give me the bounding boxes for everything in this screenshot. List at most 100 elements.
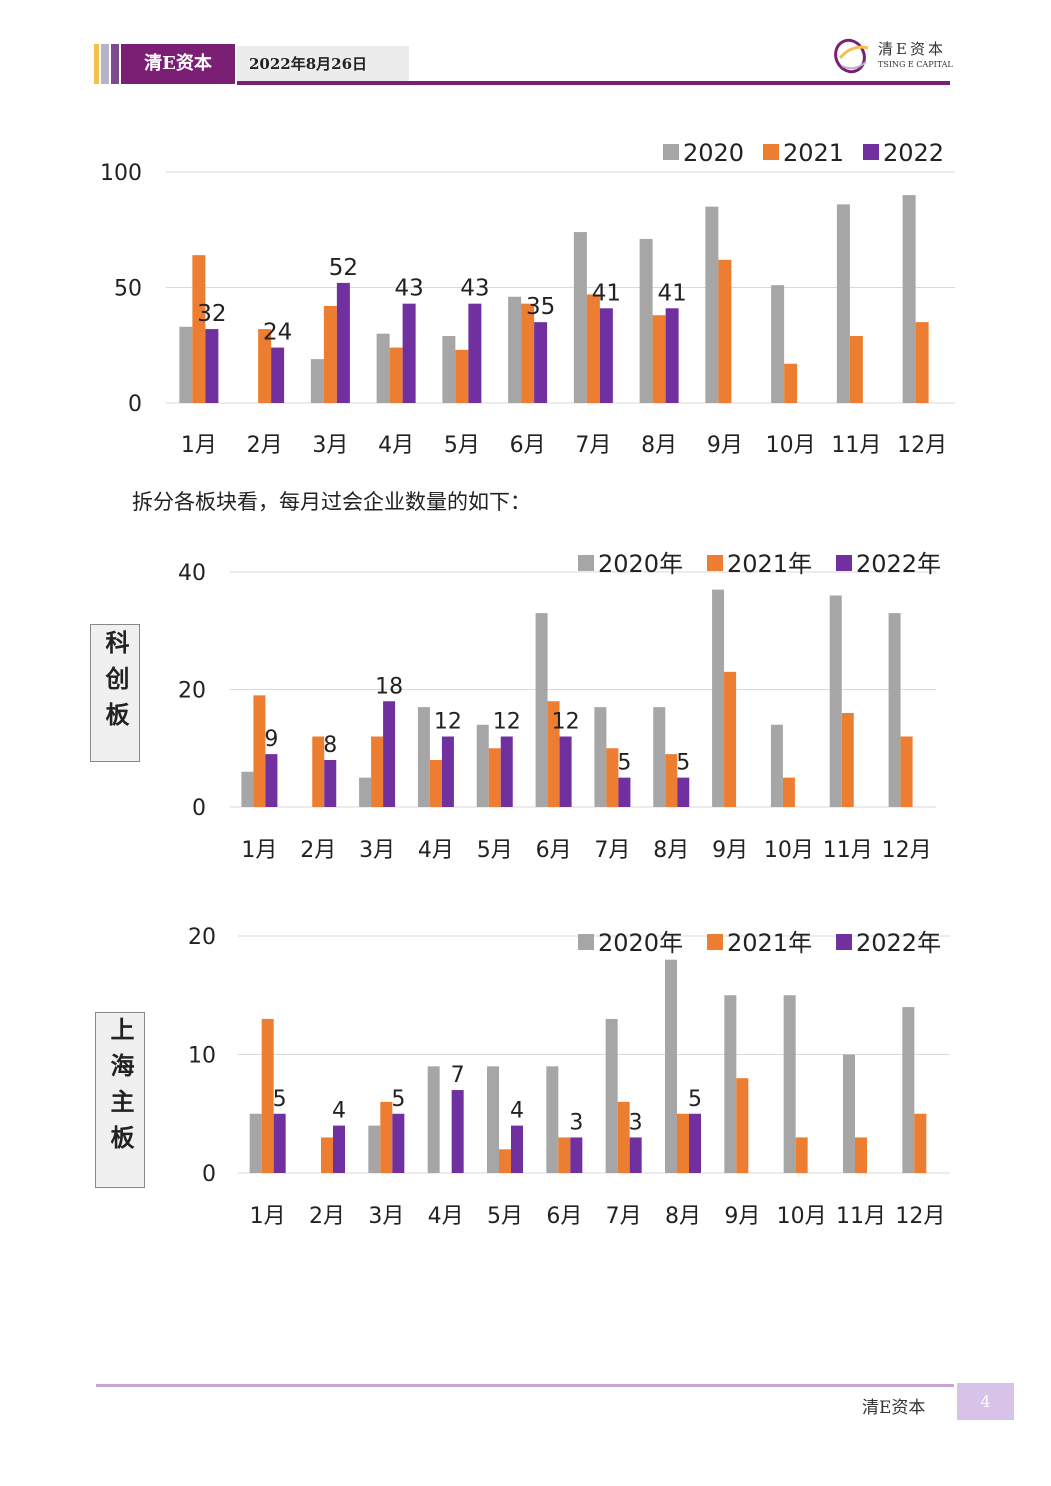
bar-2020年-11月 xyxy=(829,595,842,807)
bar-2020年-7月 xyxy=(605,1018,618,1173)
bar-2022年-5月 xyxy=(500,736,513,807)
x-tick-label: 2月 xyxy=(300,838,336,863)
data-label: 41 xyxy=(657,280,686,306)
x-tick-label: 7月 xyxy=(575,433,611,458)
footer-brand: 清E资本 xyxy=(862,1398,926,1418)
bar-2020-11月 xyxy=(836,204,850,403)
y-tick-label: 0 xyxy=(192,796,206,821)
data-label: 32 xyxy=(197,301,226,327)
x-tick-label: 8月 xyxy=(641,433,677,458)
bar-2021年-12月 xyxy=(914,1113,927,1173)
chart-shanghai-main: 0 10 20 5 1月 4 2月 5 3月 7 4月 4 5月 3 6月 3 7月 5 8月 9月 10月 11月 12月… xyxy=(0,915,1051,1245)
bar-2022年-6月 xyxy=(570,1137,583,1173)
bar-2021年-3月 xyxy=(371,736,384,807)
x-tick-label: 1月 xyxy=(181,433,217,458)
bar-2021年-2月 xyxy=(321,1137,333,1173)
y-tick-label: 0 xyxy=(128,392,142,417)
y-tick-label: 100 xyxy=(100,161,142,186)
bar-2021-3月 xyxy=(323,305,337,403)
data-label: 12 xyxy=(493,710,521,735)
bar-2020年-1月 xyxy=(241,771,254,807)
x-tick-label: 5月 xyxy=(477,838,513,863)
x-tick-label: 12月 xyxy=(882,838,932,863)
bar-2021年-6月 xyxy=(547,701,560,807)
bar-2021年-11月 xyxy=(841,713,854,807)
legend-label: 2020 xyxy=(683,139,744,167)
bar-2020年-8月 xyxy=(665,959,677,1173)
bar-2021-6月 xyxy=(521,303,535,403)
bar-2021年-9月 xyxy=(724,671,737,807)
bar-2021-1月 xyxy=(192,255,206,403)
bar-2022-8月 xyxy=(665,308,679,403)
side-label-text: 科创板 xyxy=(101,630,130,738)
bar-2020-9月 xyxy=(705,206,719,403)
header-stripe-lavender xyxy=(101,44,109,84)
bar-2020-6月 xyxy=(508,296,522,403)
y-tick-label: 50 xyxy=(114,277,142,302)
x-tick-label: 1月 xyxy=(250,1204,286,1229)
legend-label: 2022 xyxy=(883,139,944,167)
legend-label: 2020年 xyxy=(598,929,683,957)
x-tick-label: 10月 xyxy=(777,1204,827,1229)
data-label: 52 xyxy=(329,255,358,281)
bar-2022年-6月 xyxy=(559,736,572,807)
header-stripe-yellow xyxy=(94,44,99,84)
data-label: 4 xyxy=(332,1099,346,1124)
header-rule xyxy=(237,81,950,85)
logo-cn-text: 清E资本 xyxy=(878,40,946,58)
x-tick-label: 2月 xyxy=(309,1204,345,1229)
legend-swatch xyxy=(578,934,594,950)
legend-swatch xyxy=(707,934,723,950)
data-label: 12 xyxy=(434,710,462,735)
x-tick-label: 8月 xyxy=(653,838,689,863)
side-label-text: 上海主板 xyxy=(106,1017,135,1161)
data-label: 3 xyxy=(629,1110,643,1135)
bar-2021-4月 xyxy=(389,347,403,403)
data-label: 5 xyxy=(688,1087,702,1112)
side-label-shanghai-main: 上海主板 xyxy=(95,1012,145,1188)
bar-2022年-4月 xyxy=(451,1090,464,1173)
x-tick-label: 3月 xyxy=(312,433,348,458)
bar-2020年-9月 xyxy=(724,995,737,1173)
data-label: 5 xyxy=(391,1087,405,1112)
bar-2022年-8月 xyxy=(677,777,690,807)
data-label: 9 xyxy=(264,727,278,752)
bar-2021年-7月 xyxy=(617,1101,630,1173)
bar-2020年-8月 xyxy=(653,707,666,807)
bar-2021-8月 xyxy=(652,315,666,403)
bar-2022年-7月 xyxy=(618,777,631,807)
x-tick-label: 6月 xyxy=(536,838,572,863)
bar-2021年-7月 xyxy=(606,748,619,807)
chart-total: 0 50 100 32 1月 24 2月 52 3月 43 4月 43 5月 35 6月 41 7月 41 8月 9月… xyxy=(0,130,1051,470)
bar-2020-5月 xyxy=(442,336,456,403)
y-tick-label: 10 xyxy=(188,1044,216,1069)
bar-2020年-6月 xyxy=(535,613,548,807)
bar-2021年-1月 xyxy=(253,695,266,807)
bar-2020-1月 xyxy=(179,326,193,403)
x-tick-label: 11月 xyxy=(823,838,873,863)
bar-2021年-10月 xyxy=(795,1137,808,1173)
bar-2021年-9月 xyxy=(736,1078,749,1173)
x-tick-label: 9月 xyxy=(712,838,748,863)
data-label: 41 xyxy=(592,280,621,306)
data-label: 3 xyxy=(569,1110,583,1135)
bar-2020年-4月 xyxy=(417,707,430,807)
x-tick-label: 12月 xyxy=(897,433,947,458)
legend-swatch xyxy=(707,555,723,571)
data-label: 24 xyxy=(263,320,292,346)
legend-swatch xyxy=(578,555,594,571)
bar-2020年-10月 xyxy=(783,995,796,1173)
bar-2021年-8月 xyxy=(665,754,678,807)
data-label: 5 xyxy=(273,1087,287,1112)
data-label: 18 xyxy=(375,674,403,699)
footer-rule xyxy=(96,1384,954,1387)
chart-star-market: 0 20 40 9 1月 8 2月 18 3月 12 4月 12 5月 12 6月 5 7月 5 8月 9月 10月 11… xyxy=(0,545,1051,875)
x-tick-label: 5月 xyxy=(487,1204,523,1229)
bar-2020年-9月 xyxy=(712,589,725,807)
data-label: 4 xyxy=(510,1099,524,1124)
x-tick-label: 7月 xyxy=(594,838,630,863)
x-tick-label: 8月 xyxy=(665,1204,701,1229)
bar-2020年-11月 xyxy=(843,1054,855,1173)
logo-mark-icon xyxy=(834,38,869,74)
legend-label: 2022年 xyxy=(856,550,941,578)
